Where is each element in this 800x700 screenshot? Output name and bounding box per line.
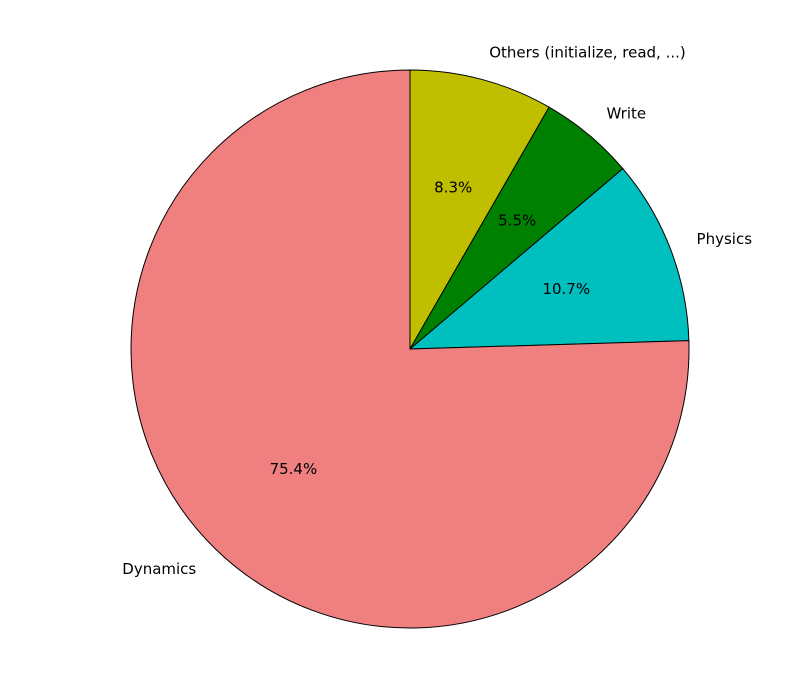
category-label-others-initialize-read: Others (initialize, read, ...) [489, 43, 686, 61]
pie-slice-dynamics [130, 69, 690, 629]
pie-slices [130, 69, 690, 629]
pct-label-physics: 10.7% [542, 280, 590, 298]
pct-label-write: 5.5% [498, 211, 536, 229]
category-label-dynamics: Dynamics [122, 560, 196, 578]
category-label-physics: Physics [697, 230, 753, 248]
pct-label-others-initialize-read: 8.3% [434, 178, 472, 196]
category-label-write: Write [607, 104, 647, 122]
pct-label-dynamics: 75.4% [270, 460, 318, 478]
pie-slice-physics [409, 168, 690, 350]
pie-slice-others-initialize-read [409, 69, 550, 350]
pie-labels: 8.3% Others (initialize, read, ...) 5.5% Wr… [122, 43, 752, 578]
